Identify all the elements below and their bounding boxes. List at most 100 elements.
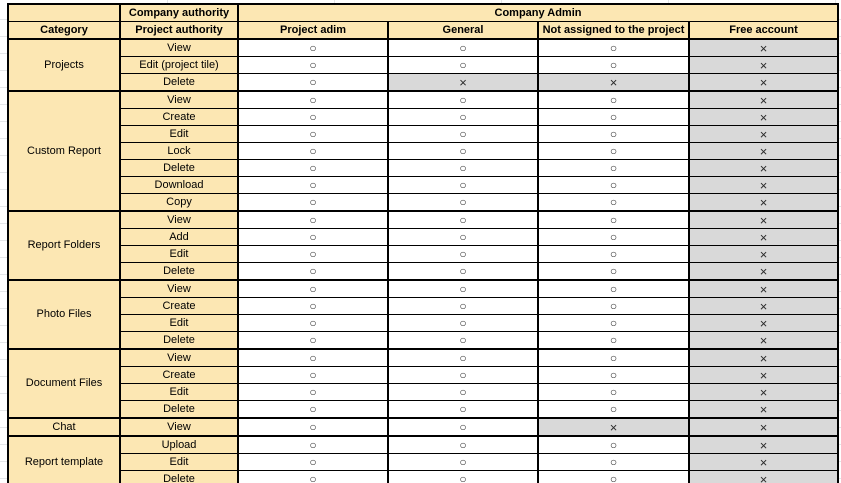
permission-row: Copy ○ ○ ○ ×	[8, 193, 839, 212]
permission-row: Lock ○ ○ ○ ×	[8, 142, 839, 160]
permission-cell-allowed: ○	[387, 400, 539, 419]
permission-cell-allowed: ○	[387, 453, 539, 471]
permission-cell-allowed: ○	[537, 142, 690, 160]
permission-cell-allowed: ○	[537, 245, 690, 263]
permission-cell-allowed: ○	[537, 38, 690, 57]
permission-row: Edit ○ ○ ○ ×	[8, 125, 839, 143]
permission-cell-allowed: ○	[237, 73, 389, 92]
permission-cell-denied: ×	[688, 193, 839, 212]
permission-cell-allowed: ○	[237, 435, 389, 454]
action-cell: Download	[119, 176, 239, 194]
permission-cell-allowed: ○	[387, 245, 539, 263]
action-cell: Delete	[119, 331, 239, 350]
permission-cell-allowed: ○	[237, 383, 389, 401]
permission-cell-denied: ×	[688, 366, 839, 384]
role-header-not-assigned: Not assigned to the project	[537, 21, 690, 40]
permission-cell-denied: ×	[387, 73, 539, 92]
permission-cell-allowed: ○	[387, 470, 539, 483]
permission-cell-allowed: ○	[237, 38, 389, 57]
permission-cell-allowed: ○	[237, 297, 389, 315]
permission-cell-allowed: ○	[237, 159, 389, 177]
action-cell: Delete	[119, 73, 239, 92]
permission-cell-denied: ×	[688, 125, 839, 143]
category-cell: Report Folders	[7, 210, 121, 281]
role-header-free-account: Free account	[688, 21, 839, 40]
permission-cell-allowed: ○	[537, 366, 690, 384]
action-cell: Edit (project tile)	[119, 56, 239, 74]
permission-cell-allowed: ○	[387, 210, 539, 229]
permission-cell-allowed: ○	[237, 56, 389, 74]
permission-row: Custom Report View ○ ○ ○ ×	[7, 90, 839, 212]
permission-cell-denied: ×	[537, 73, 690, 92]
action-cell: Edit	[119, 453, 239, 471]
permission-cell-allowed: ○	[537, 262, 690, 281]
category-cell: Projects	[7, 38, 121, 92]
permission-cell-allowed: ○	[387, 228, 539, 246]
permission-cell-allowed: ○	[237, 125, 389, 143]
top-header-row: Company authority Company Admin	[7, 3, 839, 22]
action-cell: View	[119, 210, 239, 229]
permission-cell-allowed: ○	[237, 90, 389, 109]
permission-cell-allowed: ○	[537, 383, 690, 401]
permission-cell-allowed: ○	[537, 314, 690, 332]
permission-cell-denied: ×	[688, 314, 839, 332]
permission-cell-allowed: ○	[237, 210, 389, 229]
permission-cell-allowed: ○	[537, 331, 690, 350]
permission-row: Edit ○ ○ ○ ×	[8, 245, 839, 263]
action-cell: Edit	[119, 383, 239, 401]
permission-cell-allowed: ○	[387, 193, 539, 212]
permission-row: Create ○ ○ ○ ×	[8, 297, 839, 315]
permission-cell-allowed: ○	[237, 228, 389, 246]
permission-cell-allowed: ○	[537, 125, 690, 143]
permission-cell-denied: ×	[688, 435, 839, 454]
permission-cell-allowed: ○	[537, 470, 690, 483]
permission-cell-denied: ×	[688, 417, 839, 437]
permission-row: Delete ○ ○ ○ ×	[8, 262, 839, 281]
permission-cell-allowed: ○	[387, 159, 539, 177]
action-cell: Edit	[119, 314, 239, 332]
permission-cell-allowed: ○	[537, 90, 690, 109]
permission-cell-denied: ×	[688, 245, 839, 263]
permission-cell-allowed: ○	[237, 453, 389, 471]
permission-cell-allowed: ○	[237, 366, 389, 384]
action-cell: Delete	[119, 470, 239, 483]
permission-cell-allowed: ○	[537, 400, 690, 419]
permission-cell-allowed: ○	[237, 108, 389, 126]
permission-cell-allowed: ○	[537, 193, 690, 212]
permission-cell-allowed: ○	[387, 435, 539, 454]
action-cell: Edit	[119, 125, 239, 143]
permission-row: Delete ○ ○ ○ ×	[8, 400, 839, 419]
permission-cell-denied: ×	[688, 108, 839, 126]
action-cell: Delete	[119, 262, 239, 281]
permission-cell-denied: ×	[688, 142, 839, 160]
permission-row: Add ○ ○ ○ ×	[8, 228, 839, 246]
permission-cell-allowed: ○	[537, 159, 690, 177]
permission-row: Create ○ ○ ○ ×	[8, 108, 839, 126]
permission-cell-allowed: ○	[237, 176, 389, 194]
permission-row: Edit ○ ○ ○ ×	[8, 453, 839, 471]
permission-row: Chat View ○ ○ × ×	[7, 417, 839, 437]
permission-cell-denied: ×	[537, 417, 690, 437]
permission-cell-allowed: ○	[387, 279, 539, 298]
permission-cell-allowed: ○	[537, 453, 690, 471]
permission-cell-allowed: ○	[237, 470, 389, 483]
permission-cell-allowed: ○	[387, 383, 539, 401]
permission-cell-allowed: ○	[387, 262, 539, 281]
category-header: Category	[7, 21, 121, 40]
corner-cell	[7, 3, 121, 22]
category-cell: Custom Report	[7, 90, 121, 212]
role-header-general: General	[387, 21, 539, 40]
action-cell: Add	[119, 228, 239, 246]
action-cell: View	[119, 348, 239, 367]
permission-cell-denied: ×	[688, 262, 839, 281]
permission-row: Edit ○ ○ ○ ×	[8, 383, 839, 401]
permissions-tbody: Projects View ○ ○ ○ × Edit (project tile) ○ ○ ○ × D…	[7, 38, 839, 483]
permission-cell-allowed: ○	[237, 348, 389, 367]
permission-cell-allowed: ○	[387, 38, 539, 57]
permission-cell-allowed: ○	[237, 400, 389, 419]
permission-cell-allowed: ○	[537, 435, 690, 454]
permission-row: Delete ○ × × ×	[8, 73, 839, 92]
action-cell: View	[119, 38, 239, 57]
permission-cell-allowed: ○	[237, 142, 389, 160]
